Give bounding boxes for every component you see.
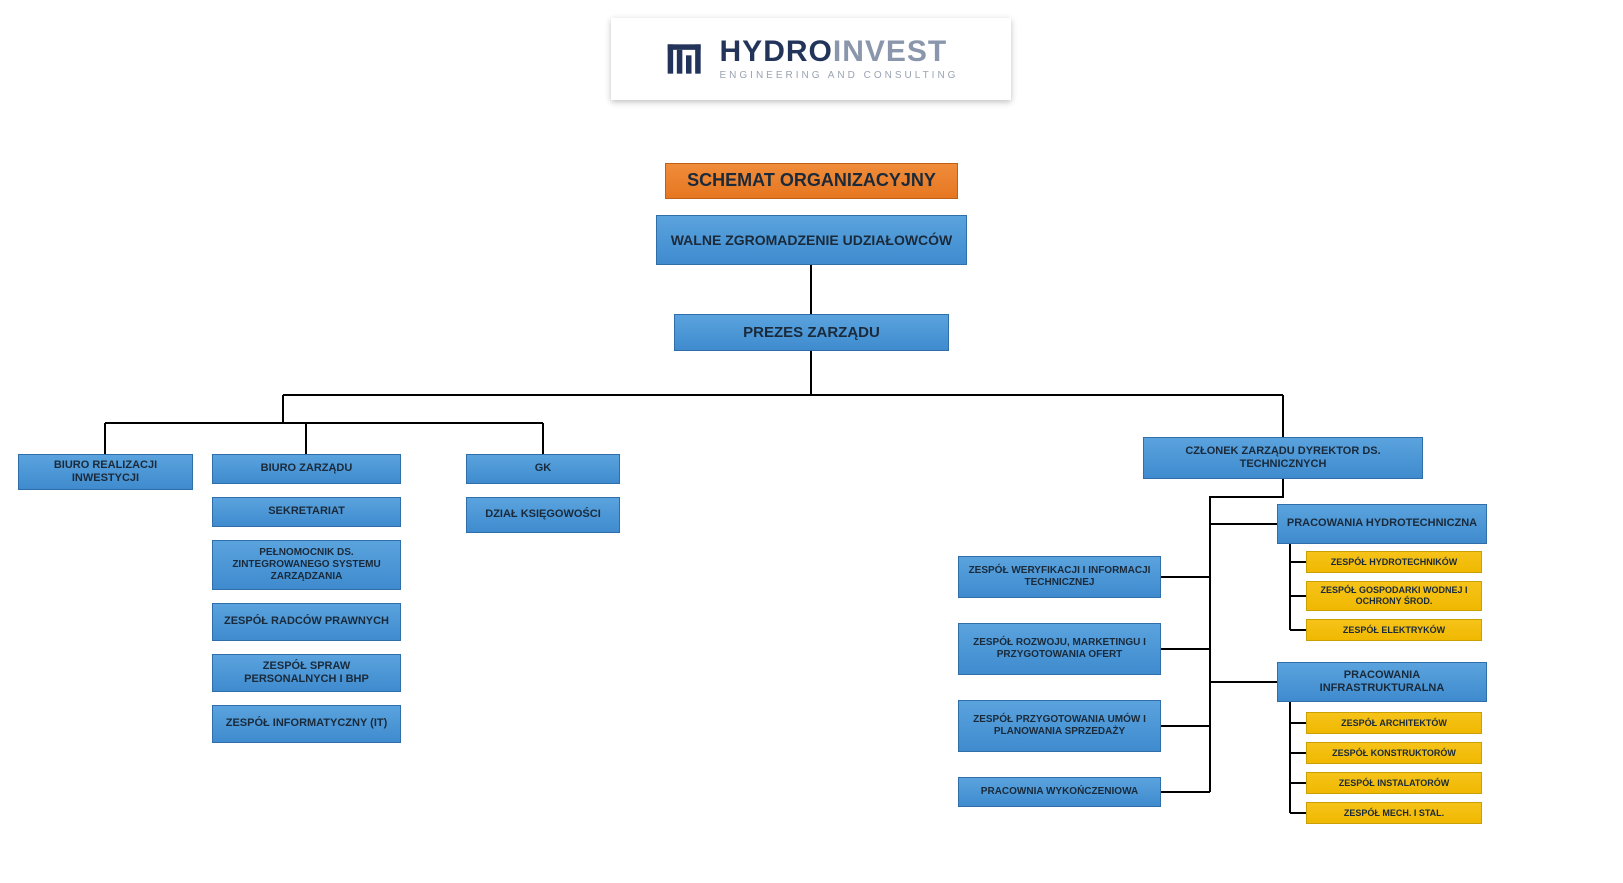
node-czlonek: CZŁONEK ZARZĄDU DYREKTOR DS. TECHNICZNYC… (1143, 437, 1423, 479)
node-y6: ZESPÓŁ INSTALATORÓW (1306, 772, 1482, 794)
node-y5: ZESPÓŁ KONSTRUKTORÓW (1306, 742, 1482, 764)
node-umow: ZESPÓŁ PRZYGOTOWANIA UMÓW I PLANOWANIA S… (958, 700, 1161, 752)
logo-brand-bold: HYDRO (720, 35, 833, 68)
node-sekretariat: SEKRETARIAT (212, 497, 401, 527)
logo-mark-icon (664, 37, 708, 81)
logo-brand-muted: INVEST (833, 35, 947, 68)
logo-text: HYDROINVEST ENGINEERING AND CONSULTING (720, 37, 959, 81)
node-y2: ZESPÓŁ GOSPODARKI WODNEJ I OCHRONY ŚROD. (1306, 581, 1482, 611)
logo: HYDROINVEST ENGINEERING AND CONSULTING (611, 18, 1011, 100)
node-bhp: ZESPÓŁ SPRAW PERSONALNYCH I BHP (212, 654, 401, 692)
node-y3: ZESPÓŁ ELEKTRYKÓW (1306, 619, 1482, 641)
node-hydro: PRACOWANIA HYDROTECHNICZNA (1277, 504, 1487, 544)
node-biuro_zarz: BIURO ZARZĄDU (212, 454, 401, 484)
node-y1: ZESPÓŁ HYDROTECHNIKÓW (1306, 551, 1482, 573)
node-wykon: PRACOWNIA WYKOŃCZENIOWA (958, 777, 1161, 807)
node-rozwoj: ZESPÓŁ ROZWOJU, MARKETINGU I PRZYGOTOWAN… (958, 623, 1161, 675)
node-biuro_real: BIURO REALIZACJI INWESTYCJI (18, 454, 193, 490)
logo-tagline: ENGINEERING AND CONSULTING (720, 71, 959, 81)
node-gk: GK (466, 454, 620, 484)
node-prezes: PREZES ZARZĄDU (674, 314, 949, 351)
node-it: ZESPÓŁ INFORMATYCZNY (IT) (212, 705, 401, 743)
node-radcy: ZESPÓŁ RADCÓW PRAWNYCH (212, 603, 401, 641)
node-weryf: ZESPÓŁ WERYFIKACJI I INFORMACJI TECHNICZ… (958, 556, 1161, 598)
title-box: SCHEMAT ORGANIZACYJNY (665, 163, 958, 199)
node-infra: PRACOWANIA INFRASTRUKTURALNA (1277, 662, 1487, 702)
node-pelnomocnik: PEŁNOMOCNIK DS. ZINTEGROWANEGO SYSTEMU Z… (212, 540, 401, 590)
node-y4: ZESPÓŁ ARCHITEKTÓW (1306, 712, 1482, 734)
node-y7: ZESPÓŁ MECH. I STAL. (1306, 802, 1482, 824)
node-ksieg: DZIAŁ KSIĘGOWOŚCI (466, 497, 620, 533)
node-walne: WALNE ZGROMADZENIE UDZIAŁOWCÓW (656, 215, 967, 265)
